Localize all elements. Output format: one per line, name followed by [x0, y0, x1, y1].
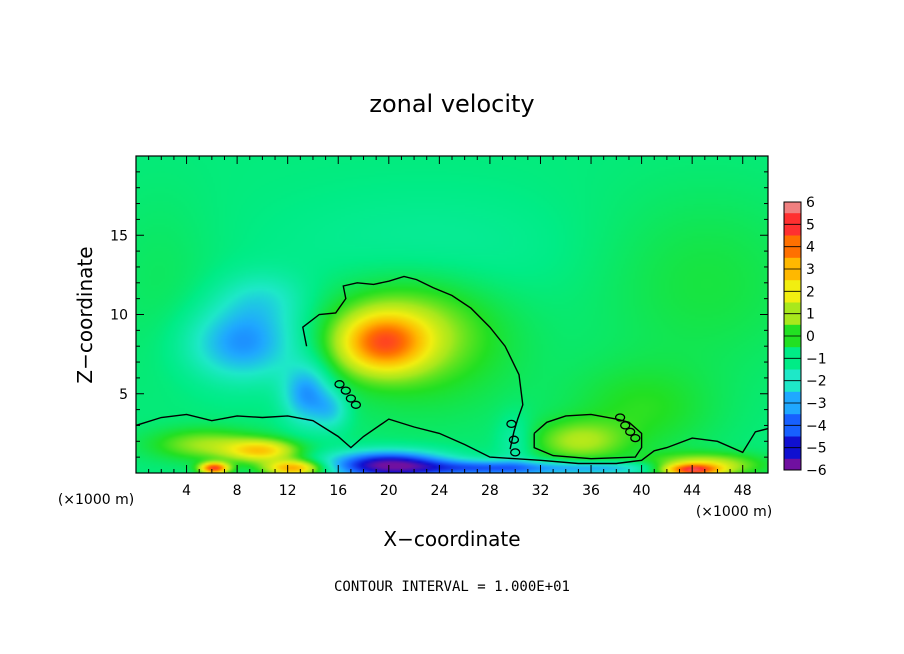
x-tick-label: 32 [532, 483, 550, 499]
y-tick-label: 15 [110, 228, 128, 244]
contour-interval-note: CONTOUR INTERVAL = 1.000E+01 [334, 579, 570, 595]
zero-contour-line [136, 413, 768, 465]
contour-loop [614, 413, 626, 422]
colorbar-swatch [784, 246, 801, 259]
x-unit-left: (×1000 m) [58, 492, 134, 508]
colorbar-label: 2 [806, 284, 815, 300]
colorbar-swatch [784, 235, 801, 248]
y-axis-label: Z−coordinate [73, 246, 97, 383]
x-tick-label: 36 [582, 483, 600, 499]
x-tick-label: 12 [279, 483, 297, 499]
contour-loop [506, 419, 517, 429]
contour-loop [510, 448, 521, 457]
colorbar-label: −3 [806, 396, 827, 412]
colorbar-swatch [784, 414, 801, 426]
colorbar-swatch [784, 391, 801, 404]
colorbar-label: 0 [806, 329, 815, 345]
colorbar-swatch [784, 224, 801, 236]
colorbar-swatch [784, 257, 801, 270]
colorbar-swatch [784, 458, 801, 471]
colorbar-label: 4 [806, 240, 815, 256]
colorbar-swatch [784, 291, 801, 303]
colorbar-swatch [784, 425, 801, 437]
colorbar-swatch [784, 302, 801, 315]
zonal-velocity-heatmap [136, 156, 768, 473]
x-tick-label: 4 [182, 483, 191, 499]
colorbar-label: −1 [806, 351, 827, 367]
colorbar-swatch [784, 280, 801, 292]
contour-loop [630, 433, 641, 443]
contour-loop [625, 427, 636, 436]
colorbar-swatch [784, 269, 801, 281]
zero-contour-line [302, 275, 524, 450]
colorbar-label: 5 [806, 217, 815, 233]
colorbar-swatch [784, 447, 801, 460]
contour-loop [508, 435, 520, 444]
zero-contours [136, 275, 768, 465]
contour-loop [620, 421, 631, 430]
x-tick-label: 20 [380, 483, 398, 499]
x-tick-label: 48 [734, 483, 752, 499]
y-tick-label: 10 [110, 308, 128, 324]
colorbar-swatch [784, 213, 801, 225]
colorbar-swatch [784, 313, 801, 326]
contour-loop [334, 380, 345, 389]
colorbar-label: 6 [806, 195, 815, 211]
colorbar-label: −4 [806, 418, 827, 434]
x-axis-label: X−coordinate [383, 527, 520, 551]
y-tick-label: 5 [119, 387, 128, 403]
contour-loop [350, 400, 362, 409]
x-axis: 4 8 12 16 20 24 28 32 36 40 44 48 [148, 156, 756, 499]
colorbar-label: −6 [806, 463, 827, 479]
chart-title: zonal velocity [369, 90, 534, 118]
zero-contour-line [533, 413, 643, 460]
x-tick-label: 8 [233, 483, 242, 499]
colorbar-swatch [784, 369, 801, 382]
colorbar-label: −2 [806, 374, 827, 390]
colorbar-label: 3 [806, 262, 815, 278]
colorbar-swatch [784, 347, 801, 359]
colorbar-swatch [784, 403, 801, 415]
colorbar-label: −5 [806, 441, 827, 457]
colorbar-swatch [784, 336, 801, 348]
colorbar-swatch [784, 324, 801, 337]
x-unit-right: (×1000 m) [696, 504, 772, 520]
x-tick-label: 44 [683, 483, 701, 499]
colorbar: 6 5 4 3 2 1 0 −1 −2 −3 −4 −5 −6 [783, 195, 827, 479]
x-tick-label: 24 [430, 483, 448, 499]
colorbar-swatch [784, 358, 801, 370]
colorbar-label: 1 [806, 307, 815, 323]
contour-loop [345, 394, 357, 403]
colorbar-swatch [784, 436, 801, 449]
x-tick-label: 40 [633, 483, 651, 499]
x-tick-label: 28 [481, 483, 499, 499]
contour-loop [340, 386, 351, 395]
colorbar-swatch [784, 202, 801, 214]
colorbar-swatch [784, 380, 801, 393]
y-axis: 5 10 15 [110, 171, 768, 458]
x-tick-label: 16 [329, 483, 347, 499]
